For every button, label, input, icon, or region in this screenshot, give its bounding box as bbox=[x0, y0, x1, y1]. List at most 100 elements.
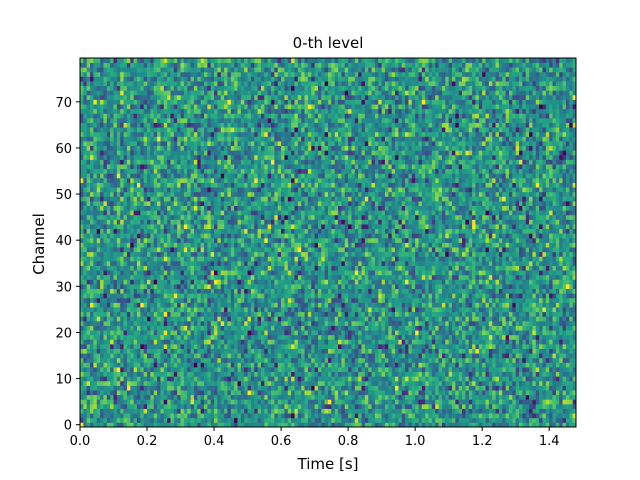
heatmap-cell bbox=[116, 302, 121, 308]
heatmap-cell bbox=[120, 399, 124, 405]
heatmap-cell bbox=[331, 380, 336, 386]
heatmap-cell bbox=[170, 403, 175, 409]
heatmap-cell bbox=[398, 394, 403, 400]
heatmap-cell bbox=[421, 320, 426, 326]
heatmap-cell bbox=[314, 362, 319, 368]
heatmap-cell bbox=[130, 284, 135, 290]
heatmap-cell bbox=[545, 408, 550, 414]
heatmap-cell bbox=[331, 334, 336, 340]
heatmap-cell bbox=[415, 279, 419, 285]
heatmap-cell bbox=[465, 380, 470, 386]
heatmap-cell bbox=[532, 293, 537, 299]
heatmap-cell bbox=[455, 302, 460, 308]
heatmap-cell bbox=[173, 302, 178, 308]
heatmap-cell bbox=[421, 343, 426, 349]
heatmap-cell bbox=[539, 403, 543, 409]
heatmap-cell bbox=[408, 390, 413, 396]
heatmap-cell bbox=[183, 371, 188, 377]
heatmap-cell bbox=[328, 353, 332, 359]
heatmap-cell bbox=[502, 367, 507, 373]
heatmap-cell bbox=[361, 279, 366, 285]
heatmap-cell bbox=[411, 348, 416, 354]
heatmap-cell bbox=[93, 399, 98, 405]
heatmap-cell bbox=[508, 348, 513, 354]
heatmap-cell bbox=[160, 357, 165, 363]
heatmap-cell bbox=[465, 274, 470, 280]
heatmap-cell bbox=[421, 297, 426, 303]
heatmap-cell bbox=[425, 284, 429, 290]
heatmap-cell bbox=[512, 399, 517, 405]
heatmap-cell bbox=[532, 385, 537, 391]
heatmap-cell bbox=[485, 376, 490, 382]
heatmap-cell bbox=[317, 334, 322, 340]
heatmap-cell bbox=[368, 353, 372, 359]
heatmap-cell bbox=[391, 302, 396, 308]
heatmap-cell bbox=[271, 385, 275, 391]
heatmap-cell bbox=[502, 390, 507, 396]
heatmap-cell bbox=[488, 385, 493, 391]
heatmap-cell bbox=[167, 297, 171, 303]
heatmap-cell bbox=[468, 357, 473, 363]
heatmap-cell bbox=[254, 353, 259, 359]
heatmap-cell bbox=[505, 417, 510, 423]
heatmap-cell bbox=[177, 376, 181, 382]
heatmap-cell bbox=[401, 302, 406, 308]
heatmap-cell bbox=[348, 394, 352, 400]
heatmap-cell bbox=[505, 330, 510, 336]
heatmap-cell bbox=[428, 293, 433, 299]
heatmap-cell bbox=[83, 357, 88, 363]
heatmap-cell bbox=[428, 390, 433, 396]
heatmap-cell bbox=[277, 413, 282, 419]
heatmap-cell bbox=[378, 385, 383, 391]
heatmap-cell bbox=[193, 399, 198, 405]
heatmap-cell bbox=[183, 376, 188, 382]
heatmap-cell bbox=[106, 307, 111, 313]
heatmap-cell bbox=[358, 348, 362, 354]
heatmap-cell bbox=[472, 367, 476, 373]
heatmap-cell bbox=[441, 394, 446, 400]
heatmap-cell bbox=[508, 279, 513, 285]
heatmap-cell bbox=[485, 311, 490, 317]
heatmap-cell bbox=[505, 302, 510, 308]
heatmap-cell bbox=[401, 362, 406, 368]
heatmap-cell bbox=[311, 297, 315, 303]
heatmap-cell bbox=[344, 408, 349, 414]
heatmap-cell bbox=[304, 311, 309, 317]
heatmap-cell bbox=[374, 408, 379, 414]
heatmap-cell bbox=[153, 339, 158, 345]
heatmap-cell bbox=[452, 302, 456, 308]
heatmap-cell bbox=[361, 339, 366, 345]
heatmap-cell bbox=[324, 274, 329, 280]
heatmap-cell bbox=[294, 403, 299, 409]
heatmap-cell bbox=[408, 297, 413, 303]
heatmap-cell bbox=[565, 413, 570, 419]
heatmap-cell bbox=[106, 367, 111, 373]
heatmap-cell bbox=[462, 343, 466, 349]
heatmap-cell bbox=[264, 353, 269, 359]
heatmap-cell bbox=[405, 297, 409, 303]
heatmap-cell bbox=[542, 339, 547, 345]
heatmap-cell bbox=[348, 311, 352, 317]
heatmap-cell bbox=[254, 343, 259, 349]
heatmap-cell bbox=[475, 302, 480, 308]
heatmap-cell bbox=[153, 348, 158, 354]
heatmap-cell bbox=[388, 385, 393, 391]
heatmap-cell bbox=[408, 307, 413, 313]
heatmap-cell bbox=[173, 390, 178, 396]
heatmap-cell bbox=[502, 357, 507, 363]
heatmap-cell bbox=[452, 339, 456, 345]
heatmap-cell bbox=[485, 334, 490, 340]
heatmap-cell bbox=[545, 307, 550, 313]
heatmap-cell bbox=[160, 302, 165, 308]
heatmap-cell bbox=[525, 362, 530, 368]
heatmap-cell bbox=[294, 417, 299, 423]
heatmap-cell bbox=[90, 316, 94, 322]
heatmap-cell bbox=[502, 408, 507, 414]
heatmap-cell bbox=[153, 413, 158, 419]
heatmap-cell bbox=[240, 330, 245, 336]
heatmap-cell bbox=[351, 408, 356, 414]
heatmap-cell bbox=[421, 353, 426, 359]
heatmap-cell bbox=[106, 371, 111, 377]
heatmap-cell bbox=[532, 320, 537, 326]
heatmap-cell bbox=[542, 362, 547, 368]
